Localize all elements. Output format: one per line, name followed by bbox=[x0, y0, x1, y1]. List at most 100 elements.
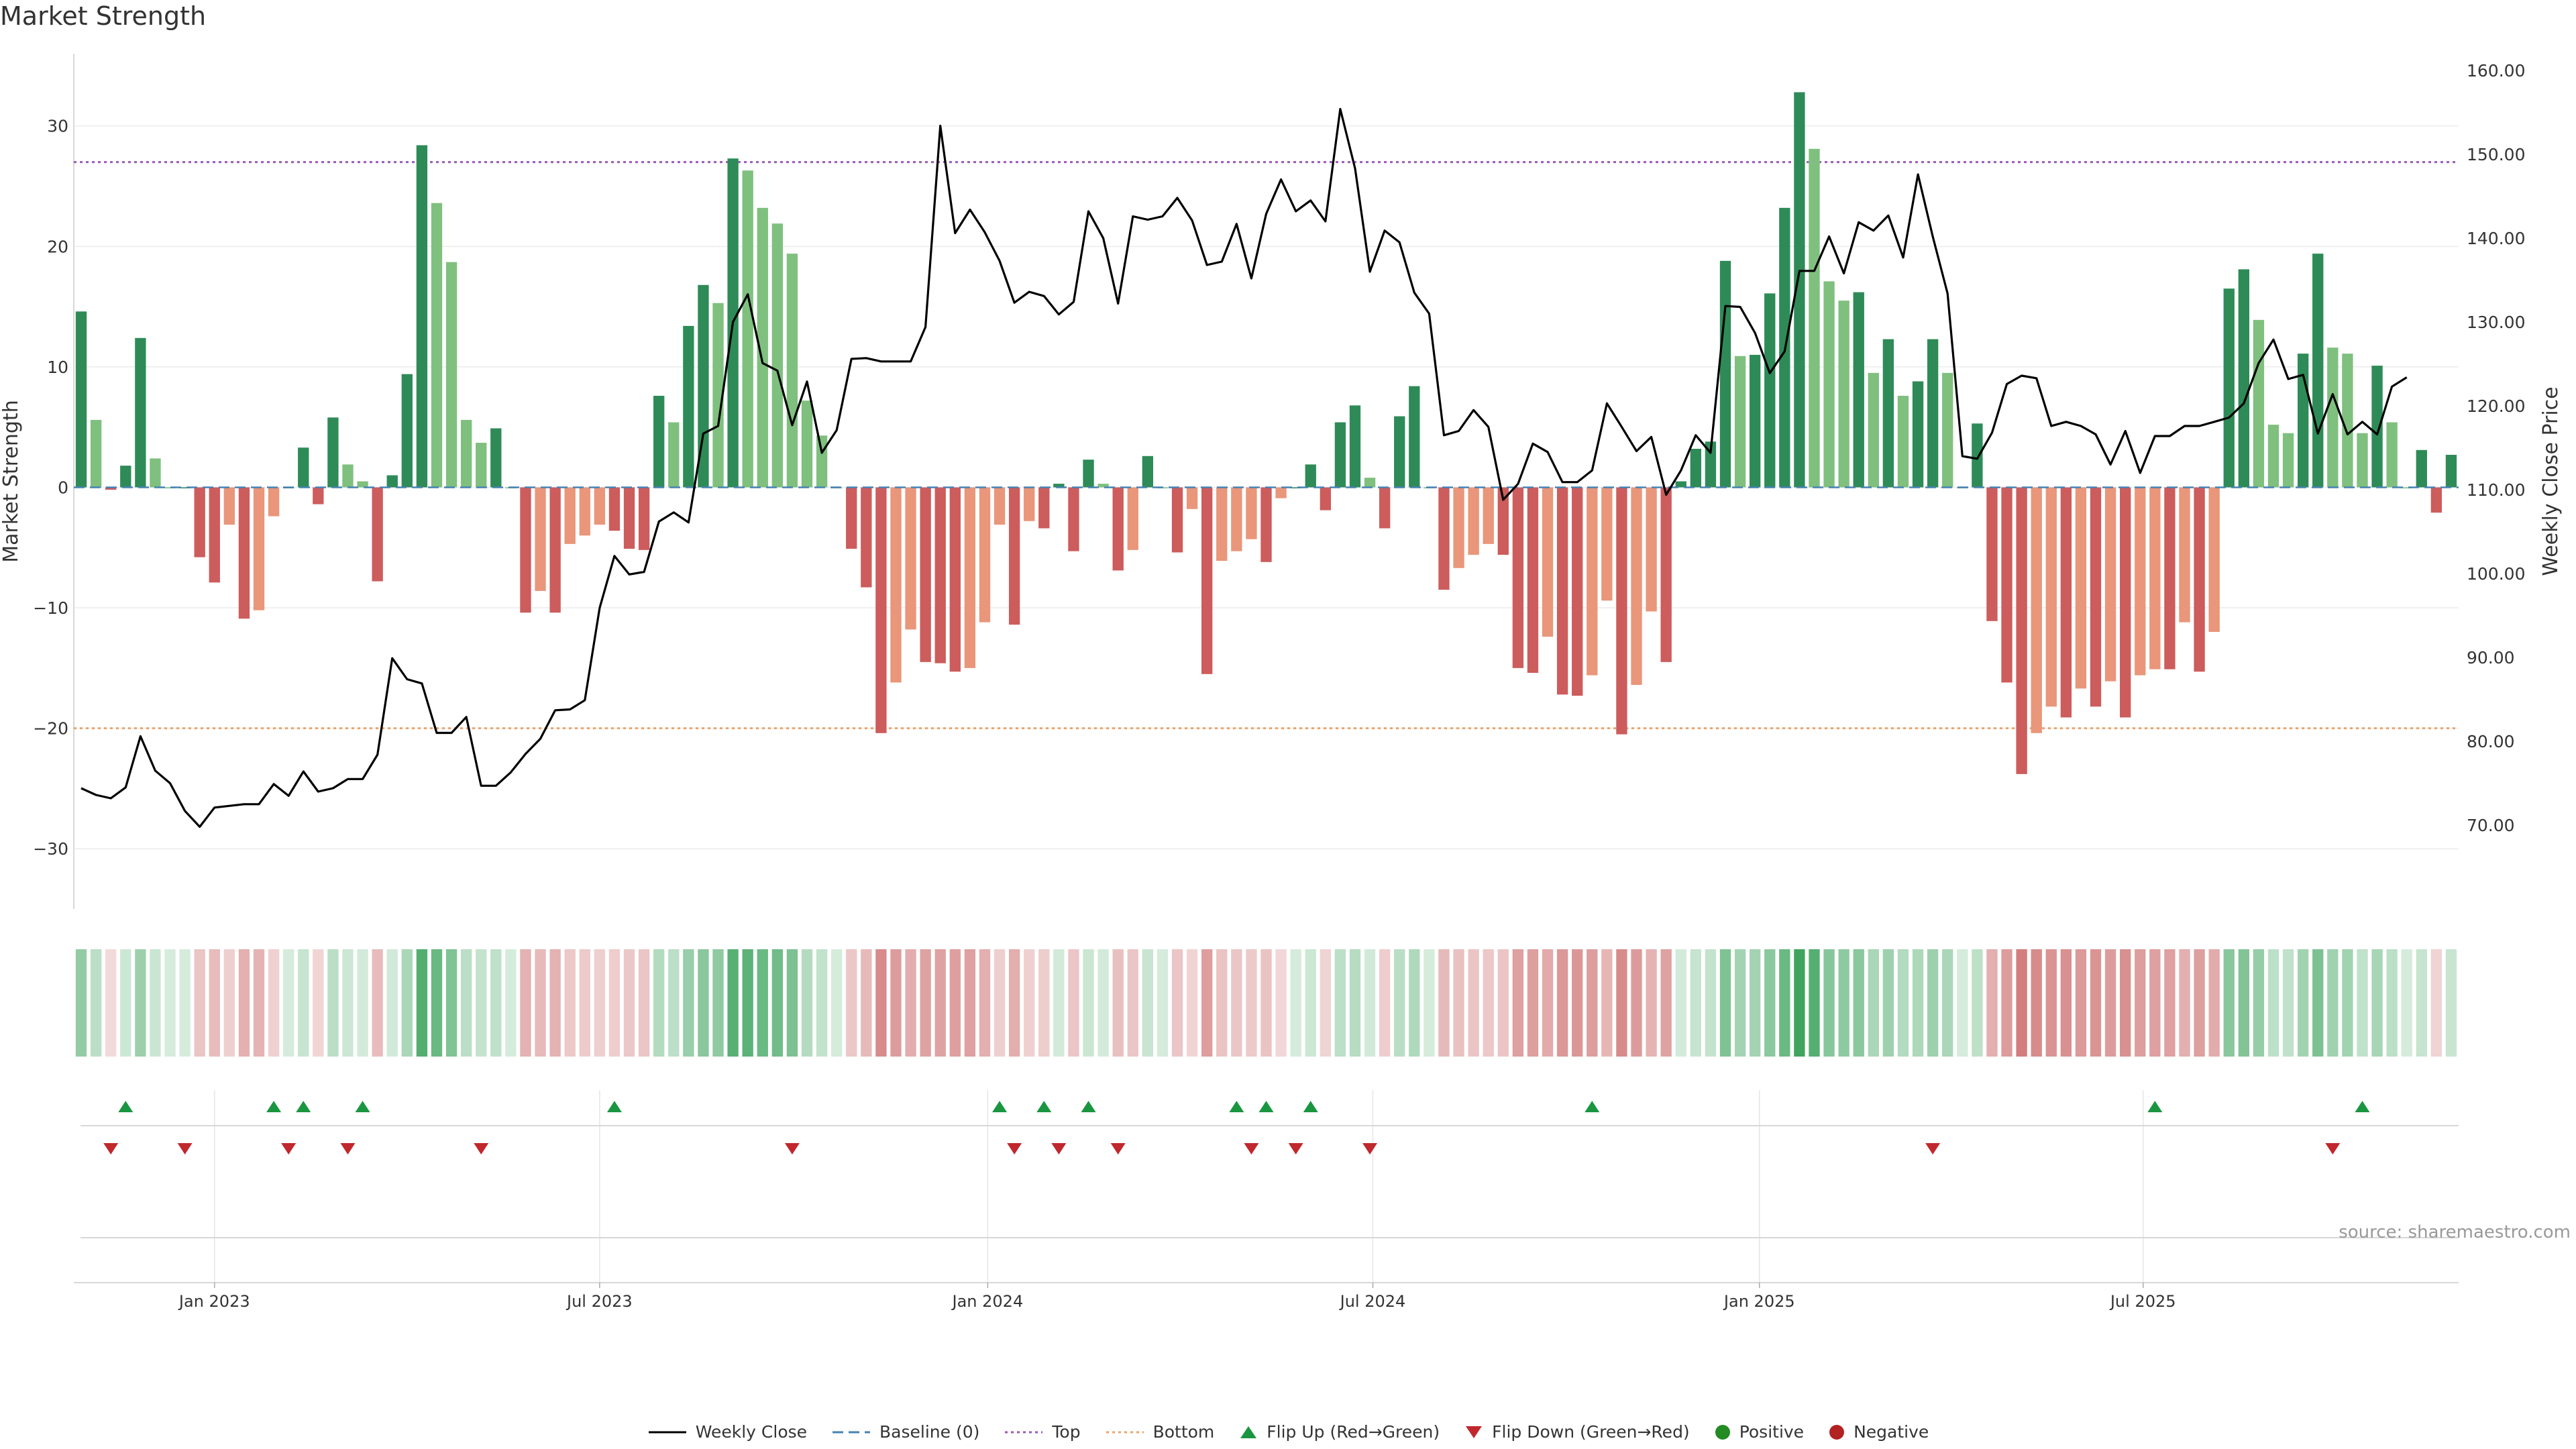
strength-bar bbox=[490, 428, 502, 488]
legend-dot-swatch bbox=[1005, 1431, 1043, 1433]
strength-bar bbox=[861, 487, 872, 588]
heat-cell bbox=[1246, 949, 1257, 1057]
flip-up-marker bbox=[1036, 1101, 1052, 1112]
strength-bar bbox=[1616, 487, 1627, 735]
heat-cell bbox=[2282, 949, 2294, 1057]
heat-cell bbox=[1986, 949, 1998, 1057]
heat-cell bbox=[2194, 949, 2205, 1057]
legend-label: Weekly Close bbox=[695, 1422, 808, 1442]
flip-down-marker bbox=[1244, 1143, 1259, 1155]
strength-bar bbox=[209, 487, 220, 583]
strength-bar bbox=[1008, 487, 1020, 625]
right-tick-label: 110.00 bbox=[2467, 480, 2525, 500]
flip-up-marker bbox=[355, 1101, 370, 1112]
heat-cell bbox=[2135, 949, 2146, 1057]
strength-bar bbox=[1394, 416, 1405, 488]
heat-cell bbox=[253, 949, 265, 1057]
heat-cell bbox=[1216, 949, 1228, 1057]
strength-bar bbox=[1912, 381, 1924, 488]
strength-bar bbox=[786, 254, 798, 488]
heat-cell bbox=[712, 949, 724, 1057]
right-tick-label: 120.00 bbox=[2467, 396, 2525, 416]
heat-cell bbox=[1334, 949, 1346, 1057]
heat-cell bbox=[150, 949, 161, 1057]
heat-cell bbox=[476, 949, 487, 1057]
strength-bar bbox=[1764, 293, 1776, 488]
strength-bar bbox=[2253, 319, 2265, 488]
strength-bar bbox=[2282, 433, 2294, 488]
strength-bar bbox=[579, 487, 590, 536]
legend-negative: Negative bbox=[1828, 1422, 1929, 1442]
strength-bar bbox=[401, 374, 413, 488]
flip-down-marker bbox=[784, 1143, 800, 1155]
strength-bar bbox=[1290, 487, 1301, 488]
strength-bar bbox=[1038, 487, 1050, 529]
strength-bar bbox=[1972, 423, 1983, 488]
heat-cell bbox=[1853, 949, 1864, 1057]
flip-up-marker bbox=[992, 1101, 1008, 1112]
heat-cell bbox=[179, 949, 191, 1057]
strength-bar bbox=[594, 487, 606, 525]
strength-bar bbox=[179, 487, 191, 488]
strength-bar bbox=[683, 325, 694, 488]
strength-bar bbox=[653, 396, 665, 488]
flip-down-marker bbox=[281, 1143, 297, 1155]
heat-cell bbox=[994, 949, 1006, 1057]
strength-bar bbox=[1601, 487, 1613, 601]
right-tick-label: 160.00 bbox=[2467, 61, 2525, 80]
x-tick-label: Jul 2025 bbox=[2109, 1292, 2176, 1311]
heat-cell bbox=[1631, 949, 1642, 1057]
heat-cell bbox=[1186, 949, 1198, 1057]
left-axis-title: Market Strength bbox=[0, 400, 23, 562]
heat-cell bbox=[668, 949, 680, 1057]
heat-cell bbox=[683, 949, 694, 1057]
strength-bar bbox=[2045, 487, 2057, 707]
strength-bar bbox=[1083, 460, 1094, 488]
strength-bar bbox=[698, 284, 709, 488]
legend-label: Flip Down (Green→Red) bbox=[1492, 1422, 1690, 1442]
flip-down-marker bbox=[1925, 1143, 1941, 1155]
heat-cell bbox=[2371, 949, 2383, 1057]
strength-bar bbox=[920, 487, 931, 662]
heat-cell bbox=[1868, 949, 1879, 1057]
strength-bar bbox=[2297, 354, 2309, 488]
legend-dash-swatch bbox=[833, 1431, 871, 1433]
strength-bar bbox=[2104, 487, 2116, 682]
legend-positive: Positive bbox=[1714, 1422, 1804, 1442]
strength-bar bbox=[1364, 478, 1376, 488]
strength-bar bbox=[1794, 92, 1805, 488]
heat-cell bbox=[979, 949, 991, 1057]
heat-cell bbox=[2445, 949, 2457, 1057]
strength-bar bbox=[1305, 464, 1316, 488]
heat-cell bbox=[875, 949, 887, 1057]
heat-cell bbox=[2016, 949, 2027, 1057]
heat-cell bbox=[2149, 949, 2161, 1057]
heat-cell bbox=[2238, 949, 2249, 1057]
heat-cell bbox=[698, 949, 709, 1057]
heat-cell bbox=[608, 949, 621, 1057]
flip-up-marker bbox=[118, 1101, 133, 1112]
heat-cell bbox=[386, 949, 398, 1057]
heat-cell bbox=[2267, 949, 2279, 1057]
heat-cell bbox=[1779, 949, 1790, 1057]
heat-cell bbox=[1542, 949, 1554, 1057]
strength-bar bbox=[1142, 455, 1154, 488]
strength-bar bbox=[1468, 487, 1479, 555]
strength-bar bbox=[1171, 487, 1183, 553]
flip-up-marker bbox=[266, 1101, 282, 1112]
heat-cell bbox=[460, 949, 472, 1057]
heat-cell bbox=[1053, 949, 1065, 1057]
heat-cell bbox=[1823, 949, 1835, 1057]
strength-bar bbox=[75, 311, 87, 488]
heat-cell bbox=[2090, 949, 2102, 1057]
heat-cell bbox=[623, 949, 635, 1057]
strength-bar bbox=[1734, 356, 1746, 488]
heat-cell bbox=[2342, 949, 2353, 1057]
strength-bar bbox=[2371, 366, 2383, 488]
heat-cell bbox=[2430, 949, 2443, 1057]
heat-cell bbox=[564, 949, 576, 1057]
heat-cell bbox=[949, 949, 961, 1057]
heat-cell bbox=[1201, 949, 1213, 1057]
strength-bar bbox=[1986, 487, 1998, 621]
heat-cell bbox=[1512, 949, 1524, 1057]
